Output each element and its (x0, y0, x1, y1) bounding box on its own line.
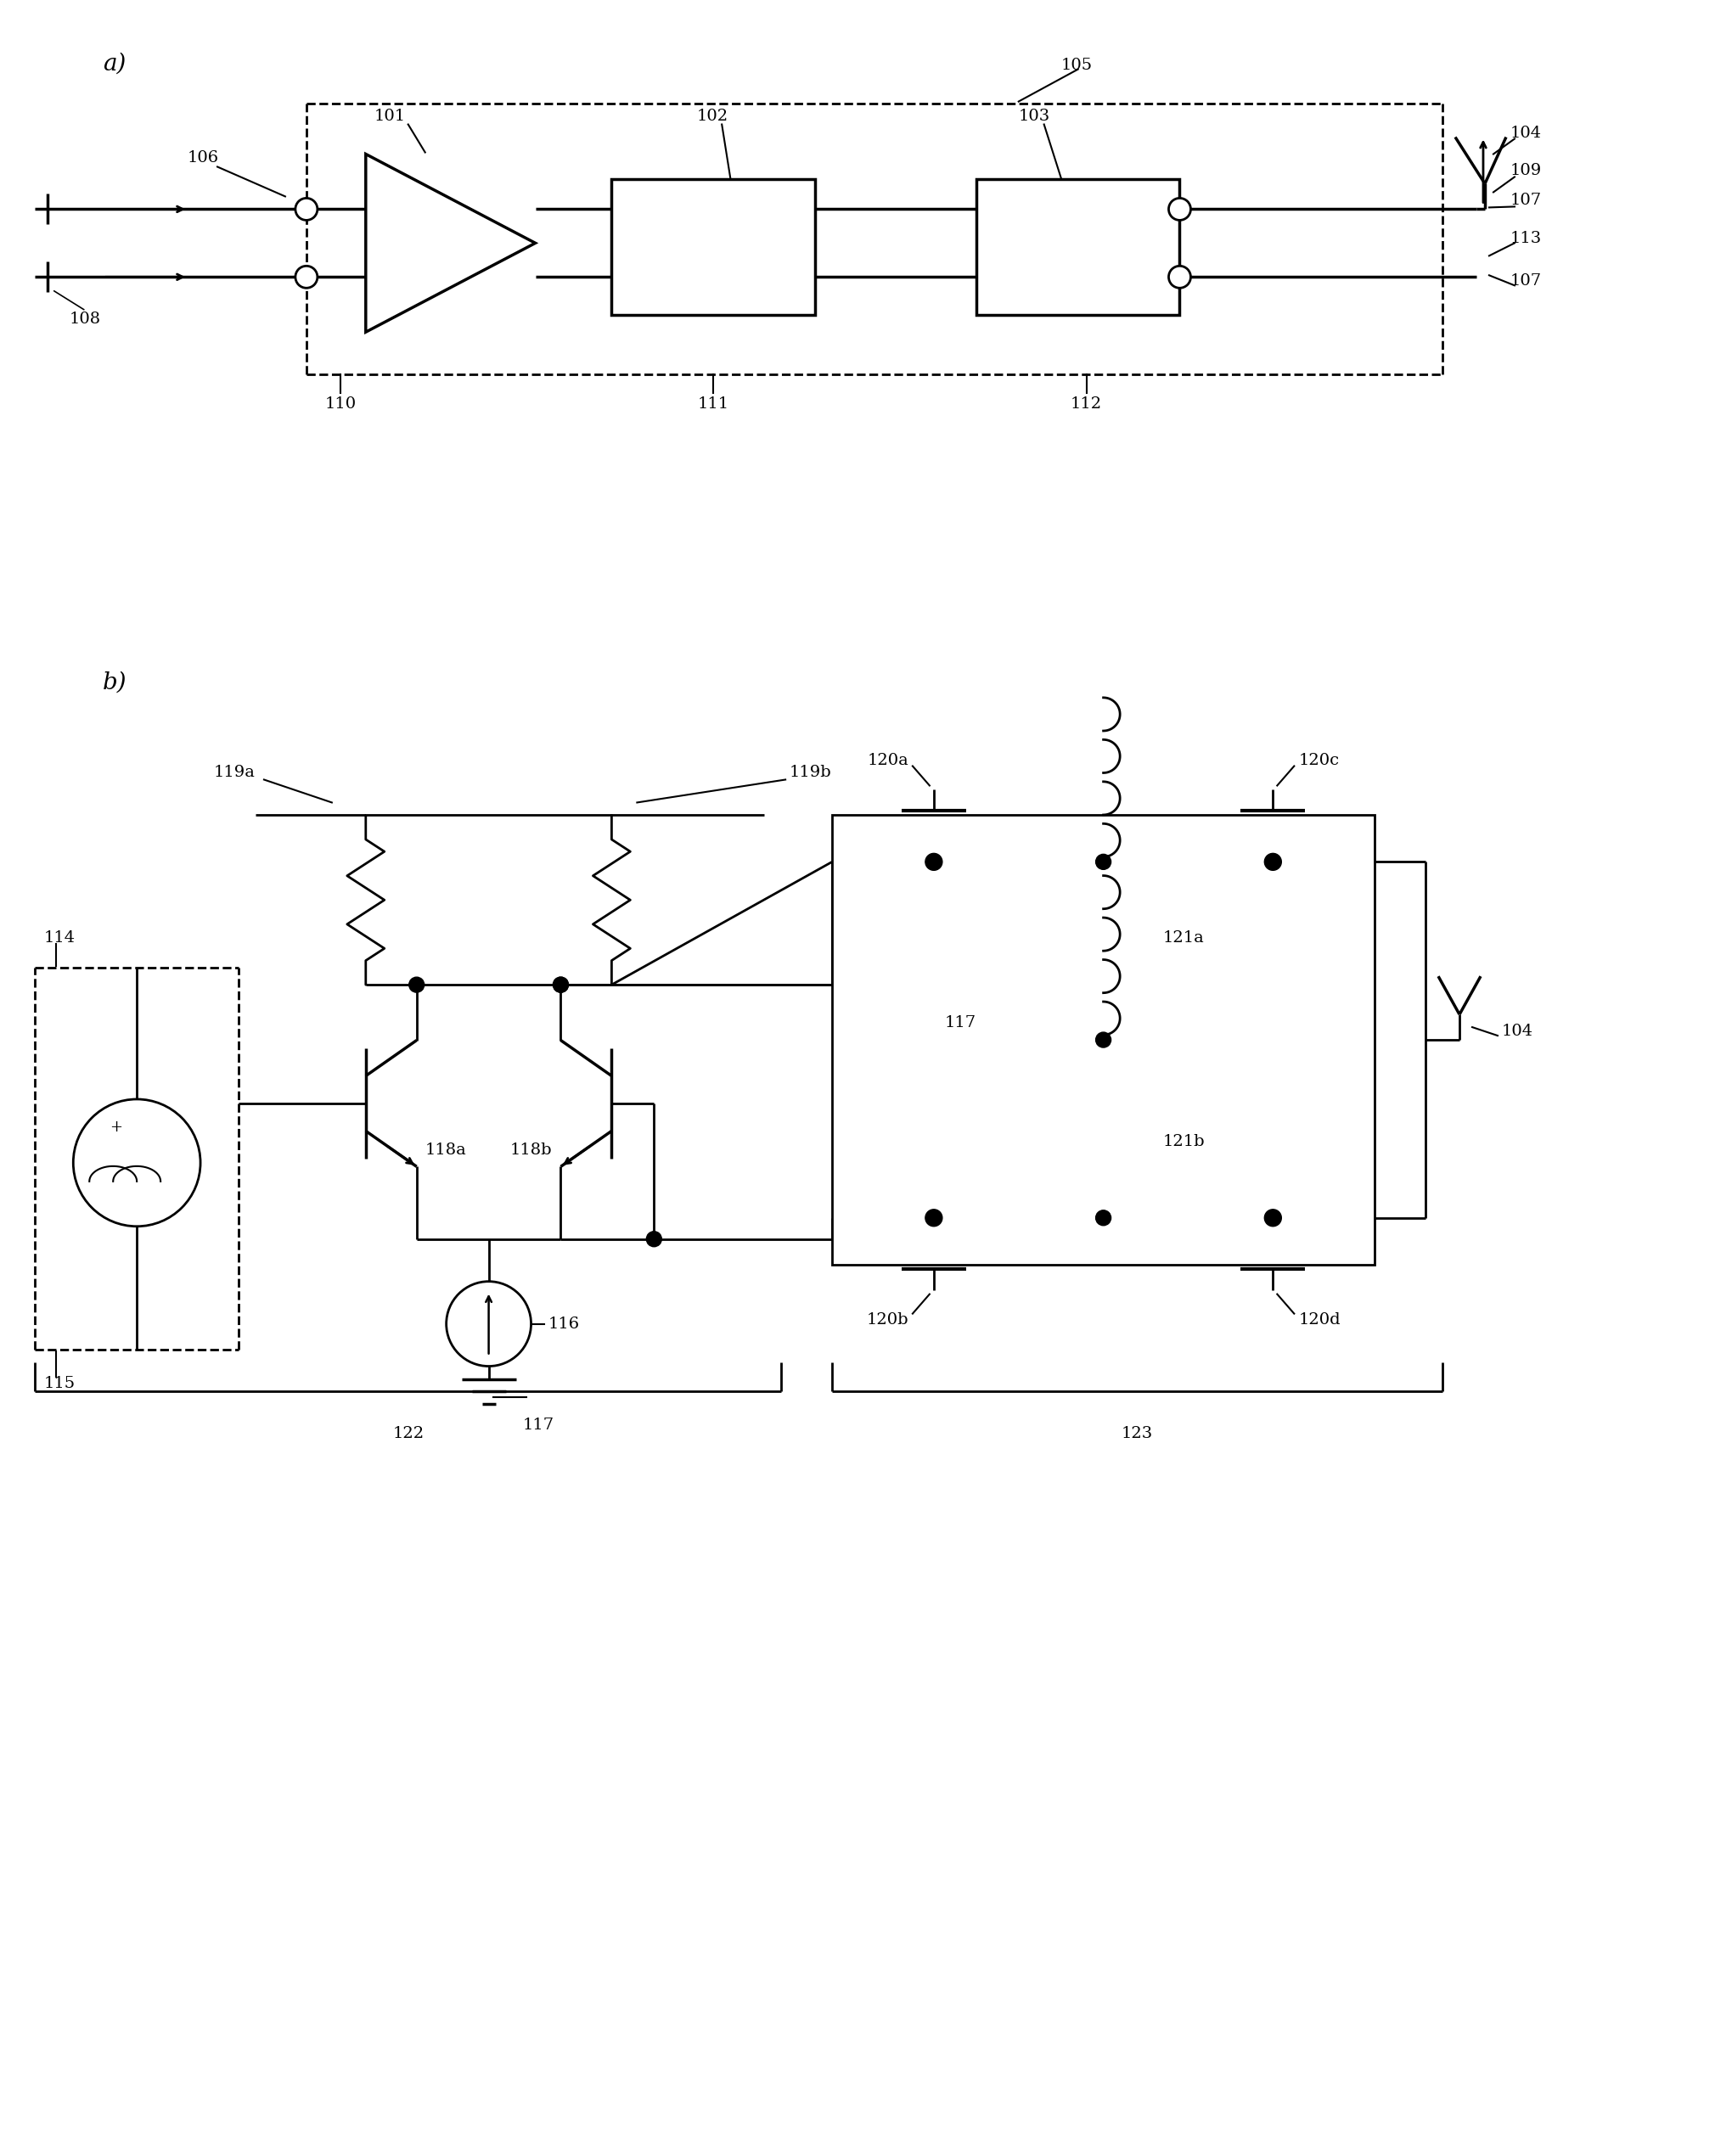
Text: 122: 122 (393, 1427, 424, 1442)
Text: 119a: 119a (214, 765, 256, 780)
Circle shape (1096, 1033, 1111, 1048)
Circle shape (1264, 854, 1281, 871)
Text: 116: 116 (549, 1315, 580, 1332)
Text: 101: 101 (374, 108, 406, 123)
Circle shape (926, 854, 942, 871)
Bar (612, 179, 815, 315)
Text: 118a: 118a (425, 1143, 466, 1158)
Text: 117: 117 (523, 1419, 554, 1434)
Text: 117: 117 (945, 1015, 976, 1031)
Circle shape (1168, 265, 1190, 289)
Text: 112: 112 (1070, 397, 1103, 412)
Text: 104: 104 (1502, 1024, 1533, 1039)
Circle shape (1264, 1210, 1281, 1227)
Text: 113: 113 (1511, 231, 1542, 246)
Circle shape (926, 1210, 942, 1227)
Circle shape (1096, 1210, 1111, 1225)
Text: 114: 114 (43, 931, 75, 946)
Text: 104: 104 (1511, 125, 1542, 140)
Text: 103: 103 (1019, 108, 1050, 123)
Text: 121b: 121b (1163, 1134, 1206, 1149)
Text: 120c: 120c (1298, 752, 1339, 768)
Text: 110: 110 (324, 397, 357, 412)
Text: 115: 115 (43, 1376, 75, 1391)
Text: 118b: 118b (509, 1143, 552, 1158)
Text: 123: 123 (1122, 1427, 1152, 1442)
Text: 119b: 119b (789, 765, 832, 780)
Text: 106: 106 (187, 151, 220, 166)
Circle shape (1168, 198, 1190, 220)
Text: 120a: 120a (868, 752, 909, 768)
Text: 107: 107 (1511, 194, 1542, 209)
Circle shape (1096, 854, 1111, 869)
Text: 120d: 120d (1298, 1313, 1341, 1328)
Bar (832, 815, 1375, 1263)
Text: 109: 109 (1511, 164, 1542, 179)
Circle shape (295, 198, 317, 220)
Text: 108: 108 (69, 313, 101, 328)
Text: 102: 102 (696, 108, 727, 123)
Circle shape (295, 265, 317, 289)
Text: 111: 111 (698, 397, 729, 412)
Text: 121a: 121a (1163, 931, 1204, 946)
Circle shape (554, 977, 568, 992)
Text: +: + (110, 1119, 122, 1134)
Circle shape (408, 977, 424, 992)
Text: b): b) (103, 671, 127, 694)
Circle shape (554, 977, 568, 992)
Text: 105: 105 (1062, 58, 1092, 73)
Text: 107: 107 (1511, 274, 1542, 289)
Text: 120b: 120b (866, 1313, 909, 1328)
Text: a): a) (103, 52, 127, 75)
Circle shape (647, 1231, 662, 1246)
Bar (976, 179, 1180, 315)
